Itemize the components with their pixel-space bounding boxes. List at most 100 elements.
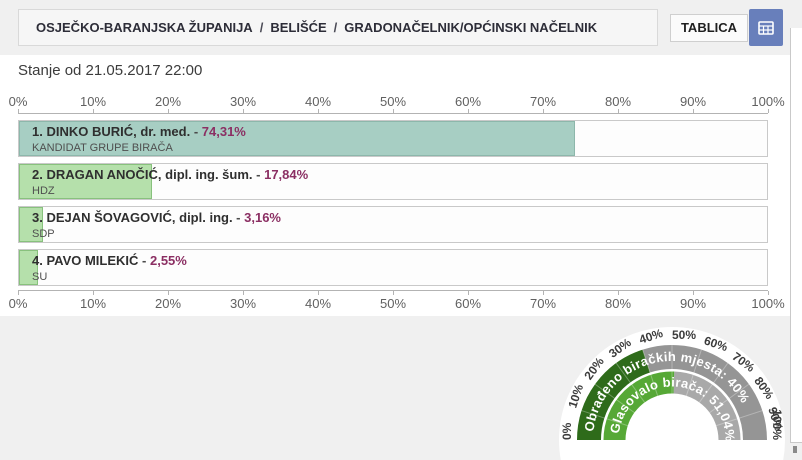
- axis-tick-label: 10%: [79, 296, 107, 311]
- candidate-info: 3. DEJAN ŠOVAGOVIĆ, dipl. ing. - 3,16% SD…: [32, 210, 281, 240]
- gauge-separator-line: [641, 348, 659, 398]
- turnout-gauge: Obrađeno biračkih mjesta: 40% Glasovalo …: [559, 326, 786, 460]
- candidate-name: 1. DINKO BURIĆ, dr. med.: [32, 124, 191, 139]
- breadcrumb: OSJEČKO-BARANJSKA ŽUPANIJA / BELIŠĆE / GRADO…: [18, 9, 658, 46]
- axis-tick-mark: [768, 109, 769, 113]
- percent-axis-top: 0% 10% 20% 30% 40% 50% 60% 70% 80% 90% 100%: [9, 94, 785, 114]
- axis-tick-label: 100%: [751, 296, 785, 311]
- table-view-button[interactable]: [749, 9, 783, 46]
- gauge-outer-track: [642, 345, 767, 441]
- name-value-separator: -: [232, 210, 245, 225]
- breadcrumb-item-county[interactable]: OSJEČKO-BARANJSKA ŽUPANIJA: [36, 20, 253, 35]
- cutoff-content-fragment: [793, 446, 797, 453]
- gauge-separator-line: [698, 362, 729, 404]
- result-bar: [19, 121, 575, 156]
- candidate-info: 1. DINKO BURIĆ, dr. med. - 74,31% KANDIDA…: [32, 124, 246, 154]
- candidate-party: SU: [32, 271, 48, 283]
- gauge-separator-line: [714, 409, 764, 427]
- candidate-party: HDZ: [32, 185, 55, 197]
- axis-tick-label: 80%: [604, 296, 632, 311]
- gauge-separator-line: [708, 383, 750, 414]
- axis-tick-label: 60%: [454, 94, 482, 109]
- axis-tick-label: 40%: [304, 296, 332, 311]
- axis-tick-mark: [468, 291, 469, 295]
- axis-tick-mark: [618, 291, 619, 295]
- axis-tick-label: 0%: [8, 94, 28, 109]
- axis-tick-mark: [93, 109, 94, 113]
- candidate-info: 4. PAVO MILEKIĆ - 2,55% SU: [32, 253, 187, 283]
- gauge-tick-label: 100%: [770, 409, 784, 440]
- axis-tick-mark: [693, 109, 694, 113]
- breadcrumb-item-city[interactable]: BELIŠĆE: [270, 20, 327, 35]
- gauge-inner-fill: [603, 371, 675, 441]
- candidate-name: 2. DRAGAN ANOČIĆ, dipl. ing. šum.: [32, 167, 253, 182]
- candidate-result-row: 4. PAVO MILEKIĆ - 2,55% SU: [18, 249, 768, 286]
- gauge-segment-separators: [580, 344, 764, 427]
- candidate-result-row: 2. DRAGAN ANOČIĆ, dipl. ing. šum. - 17,8…: [18, 163, 768, 200]
- axis-tick-mark: [18, 291, 19, 295]
- axis-tick-label: 90%: [679, 94, 707, 109]
- axis-tick-mark: [18, 109, 19, 113]
- gauge-inner-track: [672, 371, 741, 441]
- candidate-percentage: 17,84%: [264, 167, 309, 182]
- gauge-separator-line: [685, 348, 703, 398]
- axis-tick-mark: [393, 109, 394, 113]
- axis-tick-mark: [318, 291, 319, 295]
- candidate-result-row: 3. DEJAN ŠOVAGOVIĆ, dipl. ing. - 3,16% SD…: [18, 206, 768, 243]
- name-value-separator: -: [190, 124, 202, 139]
- name-value-separator: -: [138, 253, 150, 268]
- axis-tick-label: 60%: [454, 296, 482, 311]
- axis-tick-mark: [393, 291, 394, 295]
- gauge-separator-line: [594, 383, 636, 414]
- axis-line: [18, 290, 768, 291]
- axis-tick-mark: [93, 291, 94, 295]
- gauge-tick-label: 50%: [672, 328, 696, 342]
- axis-tick-mark: [543, 109, 544, 113]
- axis-tick-label: 40%: [304, 94, 332, 109]
- gauge-separator-line: [580, 409, 630, 427]
- candidate-percentage: 3,16%: [244, 210, 281, 225]
- breadcrumb-item-race[interactable]: GRADONAČELNIK/OPĆINSKI NAČELNIK: [344, 20, 598, 35]
- tablica-button[interactable]: TABLICA: [670, 14, 748, 42]
- candidate-percentage: 74,31%: [201, 124, 246, 139]
- adjacent-panel-edge: [790, 28, 802, 443]
- axis-tick-mark: [168, 291, 169, 295]
- axis-tick-label: 10%: [79, 94, 107, 109]
- candidate-party: SDP: [32, 228, 55, 240]
- axis-tick-label: 80%: [604, 94, 632, 109]
- candidate-name: 3. DEJAN ŠOVAGOVIĆ, dipl. ing.: [32, 210, 233, 225]
- axis-tick-mark: [243, 291, 244, 295]
- axis-tick-mark: [243, 109, 244, 113]
- axis-tick-mark: [168, 109, 169, 113]
- axis-tick-mark: [318, 109, 319, 113]
- result-bar: [19, 207, 43, 242]
- axis-tick-label: 20%: [154, 94, 182, 109]
- candidate-party: KANDIDAT GRUPE BIRAČA: [32, 142, 173, 154]
- candidate-percentage: 2,55%: [149, 253, 187, 268]
- gauge-tick-label: 0%: [560, 422, 574, 440]
- axis-tick-mark: [618, 109, 619, 113]
- axis-tick-label: 70%: [529, 94, 557, 109]
- percent-axis-bottom: 0% 10% 20% 30% 40% 50% 60% 70% 80% 90% 100%: [9, 290, 785, 316]
- candidate-info: 2. DRAGAN ANOČIĆ, dipl. ing. šum. - 17,8…: [32, 167, 308, 197]
- name-value-separator: -: [252, 167, 265, 182]
- axis-tick-label: 50%: [379, 94, 407, 109]
- axis-tick-label: 30%: [229, 296, 257, 311]
- axis-tick-label: 0%: [8, 296, 28, 311]
- axis-tick-label: 90%: [679, 296, 707, 311]
- axis-tick-mark: [468, 109, 469, 113]
- gauge-outer-fill: [577, 349, 651, 441]
- table-grid-icon: [758, 20, 774, 35]
- candidate-result-row: 1. DINKO BURIĆ, dr. med. - 74,31% KANDIDA…: [18, 120, 768, 157]
- axis-tick-label: 30%: [229, 94, 257, 109]
- axis-tick-mark: [768, 291, 769, 295]
- axis-tick-label: 100%: [751, 94, 785, 109]
- axis-line: [18, 113, 768, 114]
- axis-tick-label: 20%: [154, 296, 182, 311]
- breadcrumb-separator: /: [259, 20, 264, 35]
- gauge-separator-line: [615, 362, 646, 404]
- axis-tick-label: 50%: [379, 296, 407, 311]
- candidate-bar-chart: 1. DINKO BURIĆ, dr. med. - 74,31% KANDIDA…: [18, 120, 768, 292]
- status-timestamp: Stanje od 21.05.2017 22:00: [18, 62, 203, 79]
